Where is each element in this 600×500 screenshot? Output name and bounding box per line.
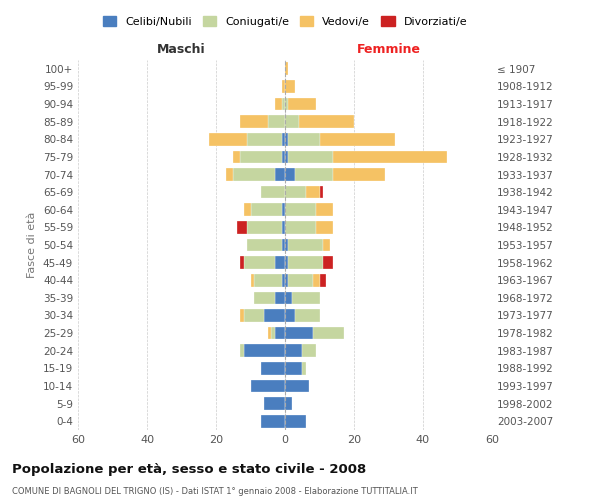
Bar <box>265 397 285 410</box>
Bar <box>251 204 281 216</box>
Bar <box>261 362 285 374</box>
Bar <box>285 238 289 252</box>
Bar <box>268 327 271 340</box>
Bar <box>289 150 334 163</box>
Bar <box>233 150 240 163</box>
Bar <box>334 150 447 163</box>
Bar <box>285 397 292 410</box>
Bar <box>275 98 281 110</box>
Bar <box>285 221 316 234</box>
Bar <box>275 168 285 181</box>
Bar <box>251 380 285 392</box>
Bar <box>244 204 251 216</box>
Bar <box>240 309 244 322</box>
Bar <box>240 116 268 128</box>
Bar <box>306 186 320 198</box>
Bar <box>285 80 295 93</box>
Bar <box>323 256 334 269</box>
Bar <box>285 309 295 322</box>
Bar <box>285 204 316 216</box>
Bar <box>281 238 285 252</box>
Bar <box>289 133 320 145</box>
Bar <box>323 238 330 252</box>
Bar <box>281 150 285 163</box>
Bar <box>285 327 313 340</box>
Bar <box>292 292 320 304</box>
Bar <box>285 415 306 428</box>
Bar <box>247 133 281 145</box>
Bar <box>285 133 289 145</box>
Text: Femmine: Femmine <box>356 44 421 57</box>
Bar <box>281 221 285 234</box>
Bar <box>289 98 316 110</box>
Bar <box>316 221 334 234</box>
Bar <box>275 256 285 269</box>
Bar <box>320 133 395 145</box>
Bar <box>281 98 285 110</box>
Bar <box>254 292 275 304</box>
Bar <box>316 204 334 216</box>
Bar <box>289 238 323 252</box>
Bar <box>285 62 289 75</box>
Bar <box>281 204 285 216</box>
Bar <box>233 168 275 181</box>
Bar <box>244 309 265 322</box>
Bar <box>244 344 285 357</box>
Bar <box>285 292 292 304</box>
Bar <box>285 98 289 110</box>
Bar <box>313 327 344 340</box>
Bar <box>240 256 244 269</box>
Bar <box>302 344 316 357</box>
Bar <box>240 150 281 163</box>
Bar <box>254 274 281 286</box>
Bar <box>247 238 281 252</box>
Bar <box>295 309 320 322</box>
Bar <box>261 186 285 198</box>
Bar <box>240 344 244 357</box>
Bar <box>285 344 302 357</box>
Bar <box>313 274 320 286</box>
Bar <box>285 362 302 374</box>
Y-axis label: Fasce di età: Fasce di età <box>28 212 37 278</box>
Bar <box>226 168 233 181</box>
Bar <box>281 274 285 286</box>
Bar <box>271 327 275 340</box>
Bar <box>334 168 385 181</box>
Bar <box>281 80 285 93</box>
Bar <box>302 362 306 374</box>
Bar <box>275 292 285 304</box>
Text: Popolazione per età, sesso e stato civile - 2008: Popolazione per età, sesso e stato civil… <box>12 462 366 475</box>
Bar <box>275 327 285 340</box>
Bar <box>320 274 326 286</box>
Bar <box>265 309 285 322</box>
Bar <box>299 116 354 128</box>
Bar <box>268 116 285 128</box>
Bar <box>285 380 309 392</box>
Bar <box>247 221 281 234</box>
Bar <box>285 150 289 163</box>
Bar <box>285 168 295 181</box>
Text: Maschi: Maschi <box>157 44 206 57</box>
Bar <box>285 116 299 128</box>
Bar <box>244 256 275 269</box>
Bar <box>209 133 247 145</box>
Bar <box>295 168 334 181</box>
Bar <box>289 256 323 269</box>
Bar <box>251 274 254 286</box>
Bar <box>320 186 323 198</box>
Bar <box>261 415 285 428</box>
Bar <box>281 133 285 145</box>
Bar <box>285 256 289 269</box>
Legend: Celibi/Nubili, Coniugati/e, Vedovi/e, Divorziati/e: Celibi/Nubili, Coniugati/e, Vedovi/e, Di… <box>98 12 472 32</box>
Bar <box>237 221 247 234</box>
Bar <box>285 186 306 198</box>
Bar <box>285 274 289 286</box>
Text: COMUNE DI BAGNOLI DEL TRIGNO (IS) - Dati ISTAT 1° gennaio 2008 - Elaborazione TU: COMUNE DI BAGNOLI DEL TRIGNO (IS) - Dati… <box>12 488 418 496</box>
Bar <box>289 274 313 286</box>
